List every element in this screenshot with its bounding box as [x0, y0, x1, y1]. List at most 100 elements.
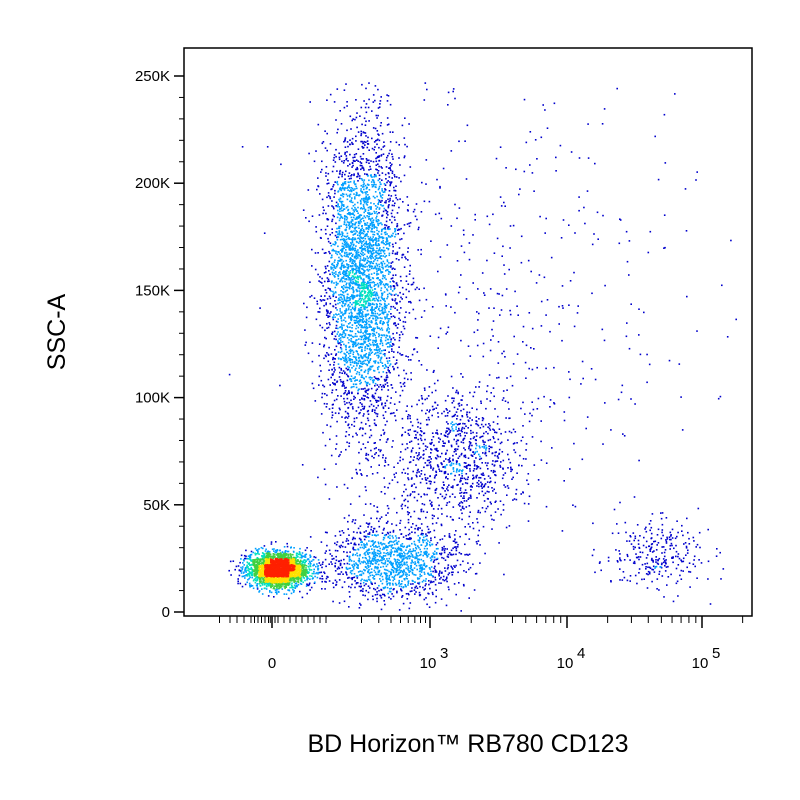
event-point	[684, 188, 687, 190]
event-point	[494, 470, 496, 473]
event-point	[445, 452, 447, 454]
event-point	[418, 457, 421, 459]
event-point	[382, 313, 385, 315]
event-point	[401, 254, 404, 256]
event-point	[364, 432, 367, 435]
event-point	[343, 372, 346, 375]
event-point	[405, 280, 408, 282]
event-point	[407, 538, 409, 540]
event-point	[347, 543, 349, 545]
event-point	[395, 176, 398, 178]
event-point	[366, 542, 368, 545]
event-point	[411, 542, 413, 545]
event-point	[626, 540, 628, 542]
event-point	[317, 573, 319, 575]
event-point	[569, 468, 571, 470]
event-point	[343, 324, 345, 327]
event-point	[339, 188, 342, 191]
event-point	[498, 542, 500, 544]
event-point	[343, 343, 345, 346]
event-point	[663, 560, 666, 562]
event-point	[365, 382, 368, 384]
event-point	[306, 592, 308, 595]
event-point	[604, 402, 606, 404]
event-point	[468, 441, 471, 443]
event-point	[335, 313, 337, 315]
event-point	[316, 188, 318, 191]
event-point	[333, 338, 336, 340]
event-point	[590, 368, 593, 370]
event-point	[522, 425, 524, 427]
event-point	[378, 178, 381, 180]
event-point	[380, 261, 383, 264]
event-point	[354, 549, 357, 551]
event-point	[641, 551, 644, 554]
event-point	[447, 586, 450, 588]
event-point	[435, 474, 437, 476]
event-point	[444, 567, 446, 569]
event-point	[377, 354, 380, 357]
event-point	[260, 546, 263, 549]
event-point	[451, 518, 454, 521]
event-point	[475, 432, 478, 434]
event-point	[333, 196, 335, 198]
event-point	[371, 394, 374, 396]
event-point	[411, 424, 414, 427]
event-point	[364, 390, 367, 393]
event-point	[363, 547, 365, 550]
event-point	[380, 516, 383, 518]
event-point	[458, 402, 461, 405]
event-point	[686, 517, 688, 520]
event-point	[299, 590, 301, 593]
event-point	[407, 417, 409, 420]
event-point	[384, 243, 387, 246]
event-point	[343, 359, 345, 362]
event-point	[256, 549, 259, 551]
event-point	[346, 187, 348, 189]
event-point	[523, 170, 526, 173]
event-point	[317, 559, 320, 561]
event-point	[632, 532, 635, 534]
event-point	[326, 132, 328, 135]
event-point	[358, 428, 361, 431]
event-point	[368, 361, 371, 363]
event-point	[447, 326, 450, 329]
event-point	[451, 428, 454, 430]
event-point	[370, 206, 372, 208]
event-point	[459, 418, 462, 421]
event-point	[441, 549, 444, 551]
event-point	[371, 183, 373, 186]
event-point	[368, 376, 371, 379]
event-point	[335, 583, 338, 586]
event-point	[328, 280, 330, 282]
event-point	[515, 498, 518, 501]
event-point	[354, 554, 357, 556]
event-point	[619, 553, 621, 555]
event-point	[378, 355, 380, 358]
event-point	[349, 571, 352, 574]
event-point	[447, 564, 450, 566]
scatter-points	[228, 82, 737, 612]
event-point	[501, 451, 504, 453]
event-point	[381, 188, 383, 190]
event-point	[326, 225, 329, 227]
event-point	[416, 351, 419, 353]
event-point	[431, 432, 434, 434]
event-point	[369, 400, 372, 402]
event-point	[371, 534, 374, 536]
event-point	[461, 505, 464, 508]
event-point	[345, 367, 348, 370]
event-point	[424, 580, 427, 582]
event-point	[360, 200, 362, 203]
event-point	[546, 299, 549, 301]
event-point	[507, 453, 509, 456]
event-point	[352, 383, 355, 385]
event-point	[376, 573, 378, 576]
event-point	[476, 465, 478, 467]
event-point	[313, 556, 315, 558]
event-point	[471, 486, 473, 488]
event-point	[381, 179, 383, 181]
event-point	[421, 569, 423, 572]
event-point	[642, 544, 645, 547]
event-point	[385, 283, 387, 285]
